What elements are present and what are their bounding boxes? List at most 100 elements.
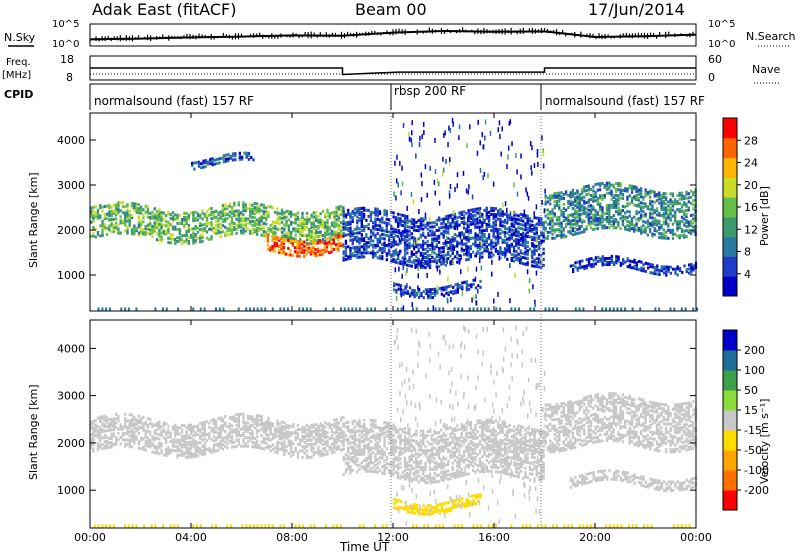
power-cell	[506, 231, 509, 235]
velocity-cell	[180, 436, 184, 440]
power-cell	[680, 205, 684, 209]
power-cell	[578, 205, 581, 209]
power-speckle	[451, 117, 454, 123]
velocity-cell	[101, 442, 104, 446]
power-cell	[362, 247, 366, 251]
power-cell	[567, 218, 570, 222]
power-cell	[599, 257, 602, 261]
power-cell	[192, 307, 195, 312]
power-cell	[339, 233, 342, 237]
velocity-cell	[180, 438, 184, 442]
power-cell	[362, 243, 366, 247]
power-speckle	[397, 182, 399, 188]
power-cell	[512, 239, 516, 243]
velocity-cell	[228, 422, 231, 426]
power-cell	[680, 209, 684, 213]
velocity-cell	[280, 446, 284, 450]
power-cell	[444, 241, 448, 245]
power-cell	[642, 210, 645, 214]
power-cell	[390, 231, 393, 235]
power-cell	[517, 258, 520, 262]
power-cell	[333, 231, 336, 235]
velocity-cell	[255, 424, 259, 428]
power-cell	[347, 210, 350, 214]
power-cell	[589, 198, 593, 202]
power-cell	[422, 239, 425, 243]
power-cell	[233, 201, 236, 205]
power-cell	[103, 217, 106, 221]
power-cell	[167, 226, 170, 230]
power-cell	[562, 235, 565, 239]
power-cell	[178, 221, 181, 225]
power-cell	[422, 231, 425, 235]
power-speckle	[417, 273, 420, 279]
power-cell	[467, 237, 470, 241]
power-cell	[458, 231, 461, 235]
power-cell	[415, 220, 418, 224]
power-cell	[442, 235, 445, 239]
velocity-cell	[92, 439, 95, 443]
power-cell	[606, 263, 609, 267]
power-cell	[492, 231, 495, 235]
power-cell	[478, 243, 482, 247]
power-cell	[235, 227, 238, 231]
power-cell	[383, 237, 386, 241]
power-cell	[542, 251, 545, 255]
power-cell	[408, 241, 411, 245]
power-cell	[271, 246, 274, 250]
power-cell	[647, 266, 650, 270]
power-cell	[678, 269, 682, 273]
velocity-cell	[124, 444, 127, 448]
power-cell	[233, 221, 236, 225]
power-cell	[149, 224, 152, 228]
power-cell	[589, 226, 593, 230]
power-cell	[653, 194, 656, 198]
power-cell	[603, 193, 606, 197]
velocity-cell	[305, 434, 309, 438]
power-cell	[601, 198, 604, 202]
power-cell	[508, 244, 511, 248]
velocity-cell	[242, 414, 245, 418]
power-cell	[282, 237, 285, 241]
power-speckle	[429, 216, 431, 222]
power-cell	[255, 202, 259, 206]
velocity-cell	[112, 442, 116, 446]
power-cell	[285, 234, 288, 238]
power-cell	[169, 212, 172, 216]
velocity-cell	[133, 416, 136, 420]
power-cell	[481, 255, 484, 259]
power-cell	[442, 229, 445, 233]
velocity-cell	[174, 434, 177, 438]
power-speckle	[456, 172, 459, 178]
power-cell	[187, 225, 191, 229]
power-cell	[451, 249, 454, 253]
power-cell	[149, 218, 152, 222]
power-cell	[146, 223, 150, 227]
power-cell	[551, 208, 554, 212]
power-cell	[90, 206, 93, 210]
power-cell	[326, 230, 329, 234]
power-cell	[344, 245, 348, 249]
velocity-cell	[210, 418, 213, 422]
velocity-cell	[305, 453, 309, 457]
power-cell	[621, 205, 625, 209]
velocity-cell	[294, 448, 297, 452]
power-cell	[553, 214, 556, 218]
power-cell	[209, 159, 212, 163]
power-cell	[126, 227, 129, 231]
velocity-cell	[196, 428, 200, 432]
power-cell	[622, 260, 625, 264]
power-cell	[378, 226, 382, 230]
power-cell	[626, 220, 629, 224]
power-speckle	[515, 152, 517, 158]
power-cell	[617, 184, 620, 188]
power-cell	[433, 287, 437, 291]
power-cell	[544, 200, 547, 204]
power-cell	[585, 215, 588, 219]
power-cell	[324, 215, 327, 219]
power-cell	[381, 247, 384, 251]
power-cell	[374, 209, 377, 213]
velocity-cell	[310, 447, 313, 451]
power-cell	[137, 211, 141, 215]
velocity-cell	[237, 434, 241, 438]
